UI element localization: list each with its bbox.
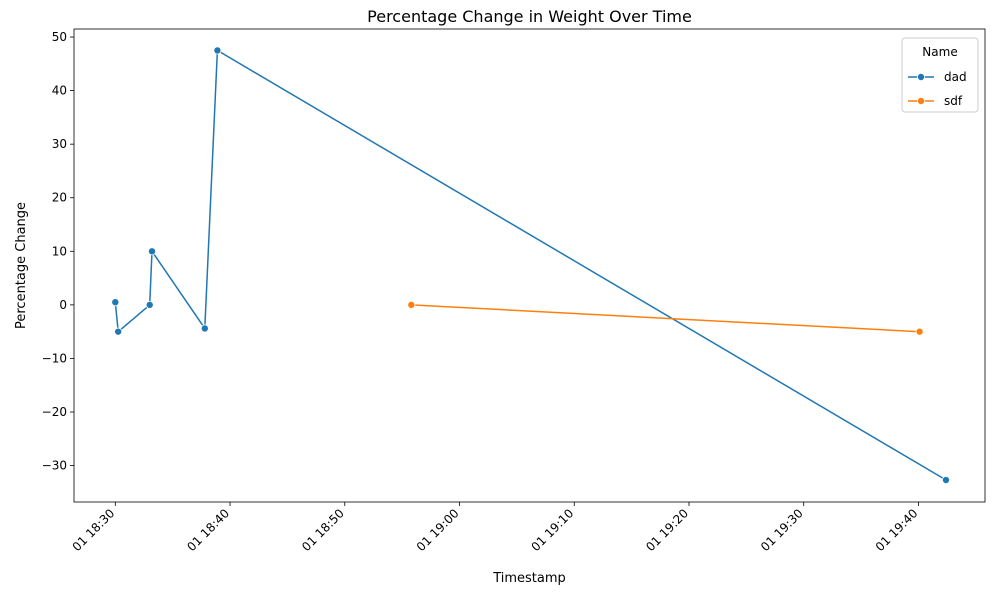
y-tick-label: 40 [52,84,67,98]
data-point-dad [213,46,222,55]
y-tick-label: −20 [42,405,67,419]
y-axis-label: Percentage Change [14,202,29,329]
data-point-dad [114,327,123,336]
legend-marker-sdf [917,97,926,106]
x-tick-label: 01 19:20 [643,506,691,554]
legend: Name dad sdf [901,37,979,113]
data-point-dad [200,324,209,333]
x-tick-label: 01 18:40 [184,506,232,554]
x-tick-label: 01 19:10 [529,506,577,554]
y-tick-label: −30 [42,459,67,473]
plot-area [74,29,985,502]
data-point-sdf [407,300,416,309]
legend-title: Name [922,45,957,59]
y-tick-label: 10 [52,244,67,258]
data-point-sdf [915,327,924,336]
series-layer [111,46,950,485]
y-tick-label: −10 [42,351,67,365]
x-tick-label: 01 18:50 [299,506,347,554]
data-point-dad [111,298,120,307]
data-point-dad [941,476,950,485]
y-axis-ticks: −30 −20 −10 0 10 20 30 40 50 [42,30,74,473]
x-tick-label: 01 19:30 [758,506,806,554]
legend-label-dad: dad [944,70,967,84]
y-tick-label: 20 [52,191,67,205]
data-point-dad [148,247,157,256]
x-tick-label: 01 18:30 [70,506,118,554]
x-tick-label: 01 19:40 [873,506,921,554]
y-tick-label: 50 [52,30,67,44]
legend-marker-dad [917,73,926,82]
axes [73,28,986,503]
legend-label-sdf: sdf [944,94,963,108]
plot-frame [73,28,986,503]
chart-title: Percentage Change in Weight Over Time [367,7,692,26]
series-line-sdf [411,304,920,333]
data-point-dad [145,300,154,309]
x-tick-label: 01 19:00 [414,506,462,554]
y-tick-label: 0 [59,298,67,312]
x-axis-label: Timestamp [492,571,566,586]
x-axis-ticks: 01 18:30 01 18:40 01 18:50 01 19:00 01 19:10… [70,502,921,554]
y-tick-label: 30 [52,137,67,151]
legend-frame [901,37,979,113]
